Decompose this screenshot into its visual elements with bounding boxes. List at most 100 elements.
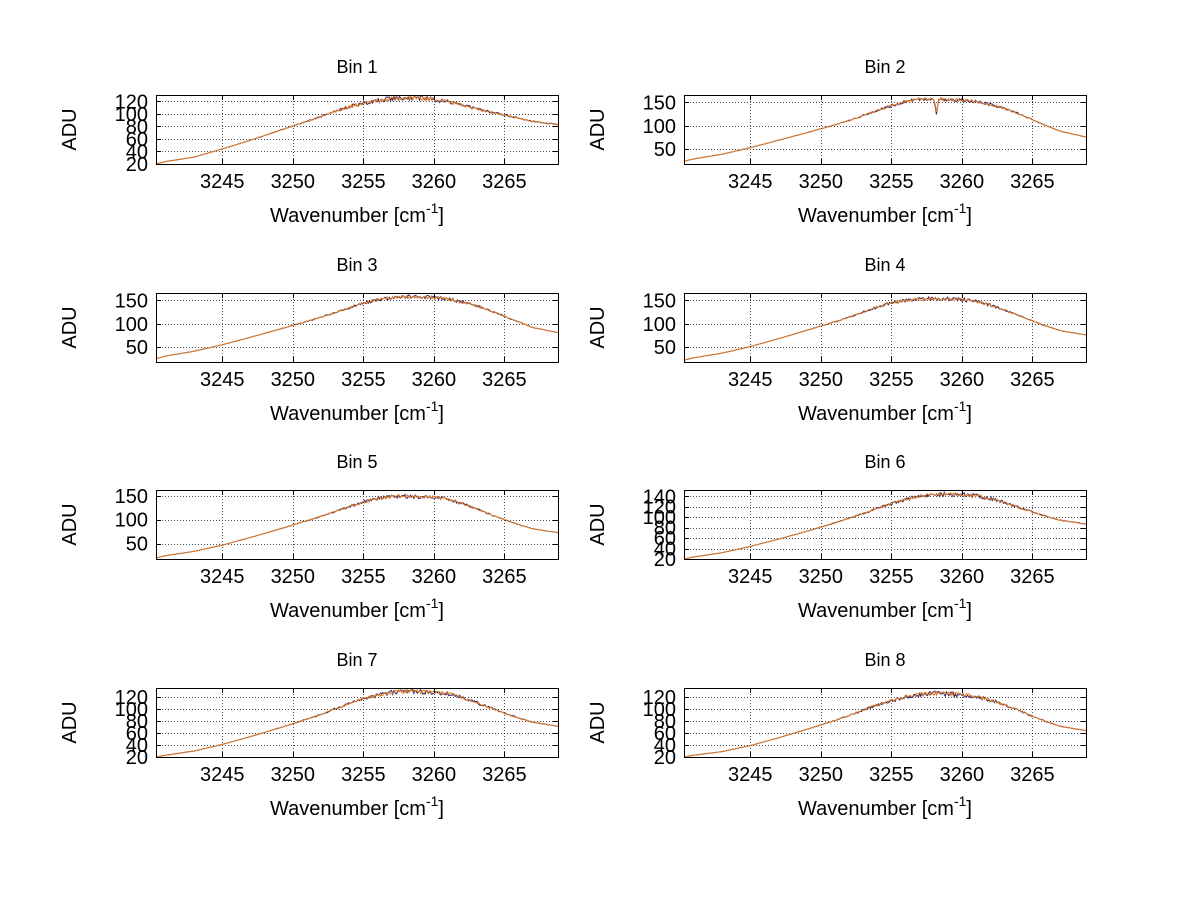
y-tick-label: 100: [115, 699, 148, 721]
subplot-title: Bin 2: [864, 57, 905, 77]
y-tick-label: 120: [115, 91, 148, 113]
y-tick-label: 120: [115, 687, 148, 709]
axes-box: [156, 688, 559, 758]
x-tick-label: 3245: [200, 764, 245, 786]
y-axis-label: ADU: [59, 306, 81, 348]
spectrum-line-orange: [155, 94, 559, 165]
spectrum-line-orange: [683, 690, 1087, 758]
y-tick-label: 40: [654, 735, 676, 757]
y-tick-label: 20: [654, 549, 676, 571]
spectrum-line-orange: [683, 296, 1087, 361]
plot-box: [156, 95, 559, 165]
axes-box: [156, 293, 559, 363]
x-tick-label: 3260: [940, 566, 985, 588]
y-axis-label: ADU: [587, 306, 609, 348]
subplot-title: Bin 8: [864, 650, 905, 670]
grid-lines: [156, 95, 558, 165]
x-tick-label: 3255: [341, 566, 386, 588]
x-tick-label: 3260: [412, 566, 457, 588]
x-axis-label: Wavenumber [cm-1]: [798, 200, 972, 227]
spectrum-line-dark: [155, 688, 559, 758]
y-tick-label: 100: [643, 116, 676, 138]
y-tick-label: 120: [643, 497, 676, 519]
x-axis-label: Wavenumber [cm-1]: [798, 398, 972, 425]
y-tick-label: 40: [126, 735, 148, 757]
y-tick-label: 20: [126, 154, 148, 176]
y-tick-label: 150: [115, 290, 148, 312]
y-tick-label: 50: [126, 337, 148, 359]
grid-lines: [156, 490, 558, 559]
spectrum-line-orange: [155, 294, 558, 360]
x-tick-label: 3265: [1010, 369, 1055, 391]
spectrum-line-orange: [155, 493, 558, 559]
x-tick-label: 3265: [1010, 566, 1055, 588]
y-axis-label: ADU: [587, 503, 609, 545]
subplot-title: Bin 1: [336, 57, 377, 77]
x-tick-label: 3245: [728, 764, 773, 786]
grid-lines: [684, 688, 1086, 758]
x-tick-label: 3265: [482, 171, 527, 193]
subplot-title: Bin 3: [336, 255, 377, 275]
y-tick-label: 80: [654, 518, 676, 540]
x-tick-label: 3250: [271, 764, 316, 786]
subplot-title: Bin 5: [336, 452, 377, 472]
y-tick-label: 80: [126, 116, 148, 138]
y-tick-label: 100: [643, 314, 676, 336]
plot-box: [684, 688, 1087, 758]
x-tick-label: 3245: [200, 566, 245, 588]
grid-lines: [684, 95, 1086, 164]
spectrum-line-orange: [683, 491, 1087, 560]
plot-box: [156, 490, 559, 560]
x-tick-label: 3250: [799, 369, 844, 391]
plot-box: [684, 490, 1087, 560]
x-tick-label: 3250: [271, 171, 316, 193]
x-tick-label: 3255: [341, 764, 386, 786]
x-tick-label: 3255: [869, 764, 914, 786]
x-tick-label: 3260: [940, 171, 985, 193]
axes-box: [684, 490, 1087, 560]
subplot-title: Bin 4: [864, 255, 905, 275]
x-axis-label: Wavenumber [cm-1]: [270, 398, 444, 425]
axes-box: [684, 95, 1087, 165]
x-tick-label: 3245: [728, 171, 773, 193]
x-tick-label: 3265: [482, 566, 527, 588]
plot-box: [156, 688, 559, 758]
axes-box: [156, 95, 559, 165]
y-tick-label: 100: [115, 510, 148, 532]
x-tick-label: 3260: [940, 764, 985, 786]
x-tick-label: 3250: [271, 369, 316, 391]
y-tick-label: 100: [115, 104, 148, 126]
y-tick-label: 40: [126, 141, 148, 163]
x-tick-label: 3265: [1010, 171, 1055, 193]
x-tick-label: 3250: [271, 566, 316, 588]
y-tick-label: 20: [654, 747, 676, 769]
plot-box: [684, 293, 1087, 363]
x-axis-label: Wavenumber [cm-1]: [798, 793, 972, 820]
x-tick-label: 3260: [412, 764, 457, 786]
y-tick-label: 50: [654, 139, 676, 161]
y-tick-label: 100: [115, 314, 148, 336]
axes-box: [684, 293, 1087, 363]
spectrum-line-dark: [683, 295, 1087, 361]
x-tick-label: 3260: [940, 369, 985, 391]
x-axis-label: Wavenumber [cm-1]: [270, 200, 444, 227]
subplot-title: Bin 7: [336, 650, 377, 670]
y-axis-label: ADU: [59, 503, 81, 545]
y-tick-label: 60: [654, 723, 676, 745]
axes-box: [684, 688, 1087, 758]
x-axis-label: Wavenumber [cm-1]: [798, 595, 972, 622]
x-tick-label: 3250: [799, 171, 844, 193]
x-tick-label: 3255: [869, 369, 914, 391]
y-tick-label: 140: [643, 486, 676, 508]
y-tick-label: 50: [654, 337, 676, 359]
y-tick-label: 100: [643, 699, 676, 721]
spectrum-line-orange: [155, 687, 559, 758]
spectrum-line-orange: [683, 97, 1087, 162]
x-tick-label: 3250: [799, 566, 844, 588]
